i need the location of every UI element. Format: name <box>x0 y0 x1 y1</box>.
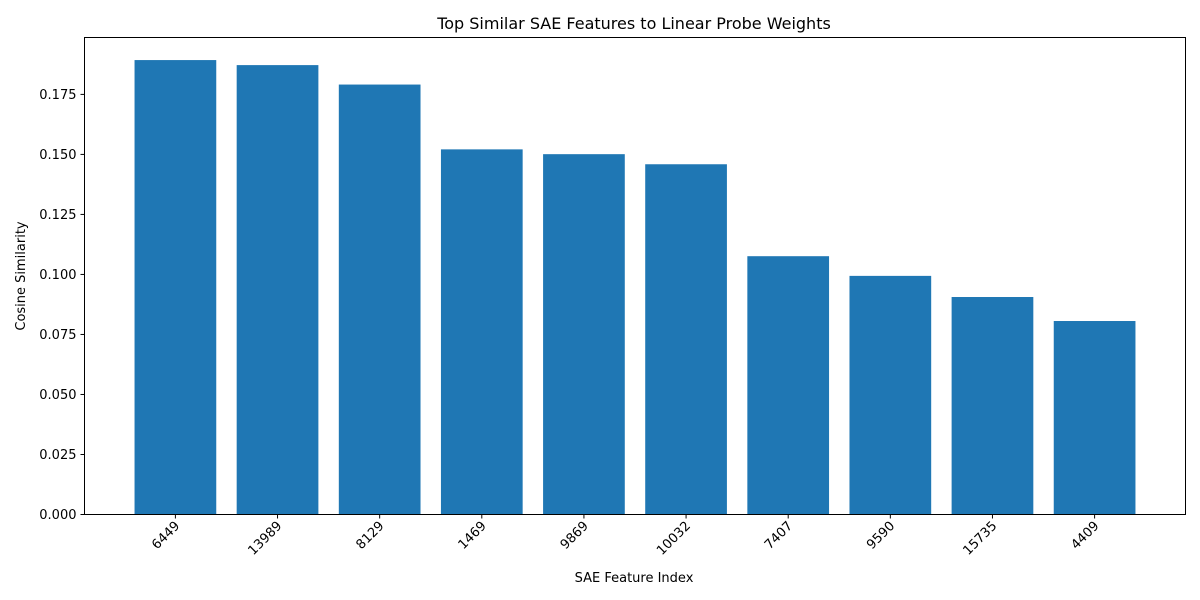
y-tick-label: 0.100 <box>39 268 76 283</box>
bar-9590 <box>849 275 932 515</box>
bar-8129 <box>338 84 421 515</box>
bar-15735 <box>951 297 1034 515</box>
y-axis-label: Cosine Similarity <box>14 221 29 331</box>
chart-title: Top Similar SAE Features to Linear Probe… <box>436 14 831 33</box>
x-tick-label: 9590 <box>864 519 898 553</box>
bar-10032 <box>645 164 727 515</box>
x-axis-ticks: 6449 13989 8129 1469 9869 10032 7407 9590 15735 4… <box>149 514 1102 559</box>
x-tick-label: 13989 <box>246 519 286 559</box>
bar-1469 <box>440 149 523 515</box>
x-tick-label: 15735 <box>960 519 1000 559</box>
x-tick-label: 4409 <box>1068 519 1102 553</box>
bar-13989 <box>236 65 319 515</box>
x-tick-label: 1469 <box>456 519 490 553</box>
bar-6449 <box>134 60 217 515</box>
plot-frame <box>84 37 1186 515</box>
x-axis-label: SAE Feature Index <box>575 571 694 586</box>
bar-4409 <box>1053 321 1136 515</box>
y-tick-label: 0.000 <box>39 508 76 523</box>
y-tick-label: 0.075 <box>39 328 76 343</box>
y-tick-label: 0.150 <box>39 148 76 163</box>
y-tick-label: 0.050 <box>39 388 76 403</box>
x-tick-label: 6449 <box>149 519 183 553</box>
x-tick-label: 10032 <box>654 519 694 559</box>
y-tick-label: 0.125 <box>39 208 76 223</box>
x-tick-label: 8129 <box>353 519 387 553</box>
x-tick-label: 9869 <box>558 519 592 553</box>
y-tick-label: 0.175 <box>39 88 76 103</box>
bars-group <box>134 60 1136 515</box>
y-axis-ticks: 0.000 0.025 0.050 0.075 0.100 0.125 0.150 0.175 <box>39 88 85 523</box>
bar-9869 <box>543 154 625 515</box>
y-tick-label: 0.025 <box>39 448 76 463</box>
bar-7407 <box>747 256 830 515</box>
x-tick-label: 7407 <box>762 519 796 553</box>
